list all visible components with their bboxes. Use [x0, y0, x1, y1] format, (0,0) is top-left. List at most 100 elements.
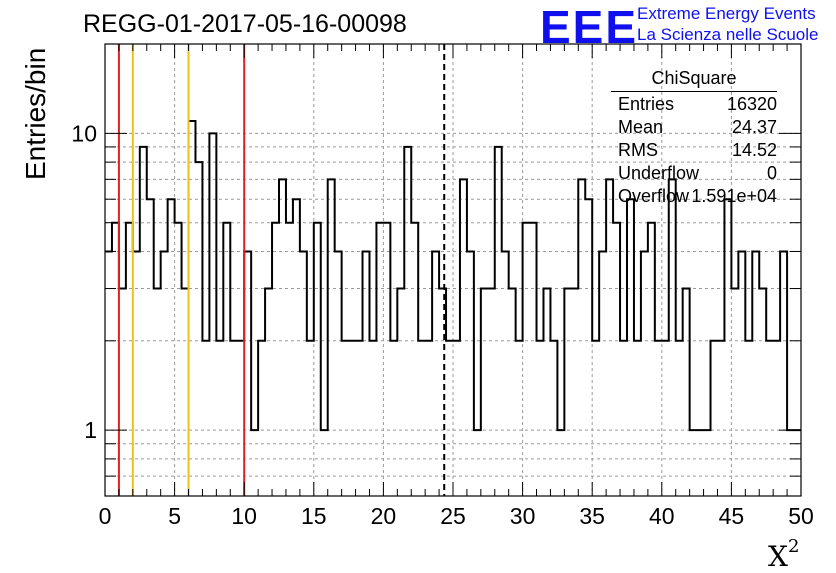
- stats-row-underflow: Underflow 0: [611, 163, 777, 186]
- histogram-bin: [411, 223, 418, 496]
- histogram-bin: [550, 341, 557, 496]
- histogram-bin: [523, 223, 530, 496]
- histogram-bin: [557, 430, 564, 496]
- histogram-bin: [620, 341, 627, 496]
- histogram-bin: [717, 341, 724, 496]
- histogram-bin: [537, 341, 544, 496]
- histogram-bin: [251, 430, 258, 496]
- stats-value: 1.591e+04: [691, 186, 777, 206]
- histogram-bin: [265, 289, 272, 496]
- histogram-bin: [683, 289, 690, 496]
- histogram-bin: [724, 199, 731, 496]
- histogram-bin: [530, 223, 537, 496]
- stats-row-entries: Entries 16320: [611, 94, 777, 117]
- histogram-bin: [307, 341, 314, 496]
- histogram-bin: [321, 430, 328, 496]
- histogram-bin: [571, 289, 578, 496]
- tick-labels-layer: 0 5 10 15 20 25 30 35 40 45 50 1 10: [71, 120, 813, 529]
- histogram-bin: [202, 341, 209, 496]
- x-tick-label: 35: [579, 503, 605, 529]
- y-axis-label: Entries/bin: [20, 47, 51, 180]
- histogram-bin: [606, 179, 613, 496]
- x-tick-label: 40: [649, 503, 675, 529]
- stats-label: Overflow: [618, 186, 690, 206]
- stats-row-overflow: Overflow 1.591e+04: [611, 186, 777, 209]
- x-axis-label-superscript: 2: [787, 536, 800, 557]
- histogram-bin: [168, 199, 175, 496]
- histogram-bin: [564, 289, 571, 496]
- histogram-bin: [592, 341, 599, 496]
- stats-label: Mean: [618, 117, 664, 137]
- histogram-bin: [279, 179, 286, 496]
- x-tick-label: 50: [788, 503, 814, 529]
- histogram-bin: [376, 223, 383, 496]
- histogram-bin: [711, 341, 718, 496]
- histogram-bin: [704, 430, 711, 496]
- histogram-bin: [314, 223, 321, 496]
- histogram-bin: [481, 289, 488, 496]
- histogram-bin: [766, 341, 773, 496]
- histogram-bin: [147, 199, 154, 496]
- histogram-bin: [787, 430, 794, 496]
- histogram-bin: [697, 430, 704, 496]
- histogram-bin: [655, 341, 662, 496]
- histogram-bin: [669, 179, 676, 496]
- logo-line-2: La Scienza nelle Scuole: [637, 25, 819, 44]
- x-tick-label: 15: [301, 503, 327, 529]
- histogram-bin: [342, 341, 349, 496]
- histogram-bin: [390, 341, 397, 496]
- histogram-bin: [690, 430, 697, 496]
- histogram-bin: [328, 179, 335, 496]
- histogram-bin: [356, 341, 363, 496]
- stats-value: 0: [766, 163, 777, 183]
- histogram-bin: [175, 223, 182, 496]
- stats-value: 24.37: [731, 117, 777, 137]
- histogram-layer: [105, 120, 801, 496]
- histogram-bin: [209, 133, 216, 496]
- histogram-bin: [613, 223, 620, 496]
- x-tick-label: 25: [440, 503, 466, 529]
- histogram-bin: [446, 341, 453, 496]
- histogram-bin: [759, 289, 766, 496]
- histogram-bin: [258, 341, 265, 496]
- histogram-outline: [105, 120, 801, 432]
- eee-logo-text: Extreme Energy Events La Scienza nelle S…: [637, 3, 818, 45]
- x-tick-label: 5: [168, 503, 181, 529]
- stats-row-mean: Mean 24.37: [611, 117, 777, 140]
- histogram-bin: [154, 289, 161, 496]
- histogram-bin: [516, 341, 523, 496]
- stats-title: ChiSquare: [651, 68, 737, 88]
- logo-line-1: Extreme Energy Events: [637, 4, 816, 23]
- stats-value: 14.52: [731, 140, 777, 160]
- x-tick-label: 10: [231, 503, 257, 529]
- histogram-bin: [293, 199, 300, 496]
- histogram-bin: [418, 341, 425, 496]
- stats-row-rms: RMS 14.52: [611, 140, 777, 163]
- histogram-bin: [425, 341, 432, 496]
- stats-label: Entries: [618, 94, 675, 114]
- histogram-bin: [648, 223, 655, 496]
- stats-value: 16320: [726, 94, 777, 114]
- histogram-bin: [745, 341, 752, 496]
- histogram-bin: [460, 179, 467, 496]
- histogram-bin: [731, 289, 738, 496]
- histogram-bin: [634, 341, 641, 496]
- histogram-bin: [543, 289, 550, 496]
- histogram-bin: [230, 341, 237, 496]
- histogram-bin: [182, 289, 189, 496]
- histogram-bin: [369, 341, 376, 496]
- histogram-bin: [627, 199, 634, 496]
- histogram-bin: [509, 289, 516, 496]
- histogram-bin: [237, 341, 244, 496]
- marker-lines-layer: [117, 44, 446, 496]
- histogram-bin: [112, 223, 119, 496]
- stats-label: Underflow: [618, 163, 700, 183]
- histogram-bin: [383, 223, 390, 496]
- x-axis-label-base: X: [768, 540, 788, 573]
- histogram-bin: [349, 341, 356, 496]
- histogram-bin: [662, 341, 669, 496]
- histogram-bin: [119, 289, 126, 496]
- histogram-bin: [397, 289, 404, 496]
- histogram-bin: [794, 430, 801, 496]
